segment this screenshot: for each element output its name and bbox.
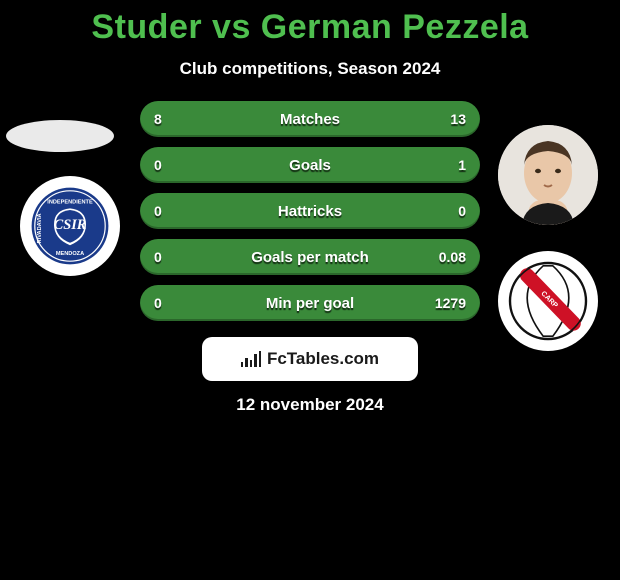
svg-text:INDEPENDIENTE: INDEPENDIENTE [47,200,93,206]
player-right-avatar [498,125,598,225]
date-label: 12 november 2024 [0,395,620,415]
stat-label: Hattricks [278,203,342,220]
svg-text:MENDOZA: MENDOZA [56,251,84,257]
stat-value-left: 0 [154,295,162,311]
stat-label: Min per goal [266,295,354,312]
stat-value-right: 0 [458,203,466,219]
stat-row: 0 Goals per match 0.08 [140,239,480,275]
stat-value-left: 0 [154,157,162,173]
stat-value-right: 1 [458,157,466,173]
stat-value-right: 1279 [435,295,466,311]
stat-row: 0 Min per goal 1279 [140,285,480,321]
brand-label: FcTables.com [267,349,379,369]
stat-row: 0 Hattricks 0 [140,193,480,229]
stats-list: 8 Matches 13 0 Goals 1 0 Hattricks 0 0 Goals per m… [140,101,480,321]
club-badge-left: INDEPENDIENTE MENDOZA RIVADAVIA CSIR [20,176,120,276]
stat-value-left: 0 [154,203,162,219]
player-face-icon [498,125,598,225]
stat-label: Goals [289,157,331,174]
stat-value-right: 13 [450,111,466,127]
stat-value-right: 0.08 [439,249,466,265]
subtitle: Club competitions, Season 2024 [0,59,620,79]
brand-pill[interactable]: FcTables.com [202,337,418,381]
stat-label: Goals per match [251,249,369,266]
page-title: Studer vs German Pezzela [0,8,620,47]
svg-text:RIVADAVIA: RIVADAVIA [37,213,43,243]
shield-icon: INDEPENDIENTE MENDOZA RIVADAVIA CSIR [30,186,110,266]
stat-row: 0 Goals 1 [140,147,480,183]
svg-text:CSIR: CSIR [54,217,87,233]
bar-chart-icon [241,351,261,367]
shield-icon: CARP [508,261,588,341]
club-badge-right: CARP [498,251,598,351]
player-left-avatar [6,120,114,152]
stat-value-left: 8 [154,111,162,127]
stat-row: 8 Matches 13 [140,101,480,137]
stat-label: Matches [280,111,340,128]
stat-value-left: 0 [154,249,162,265]
